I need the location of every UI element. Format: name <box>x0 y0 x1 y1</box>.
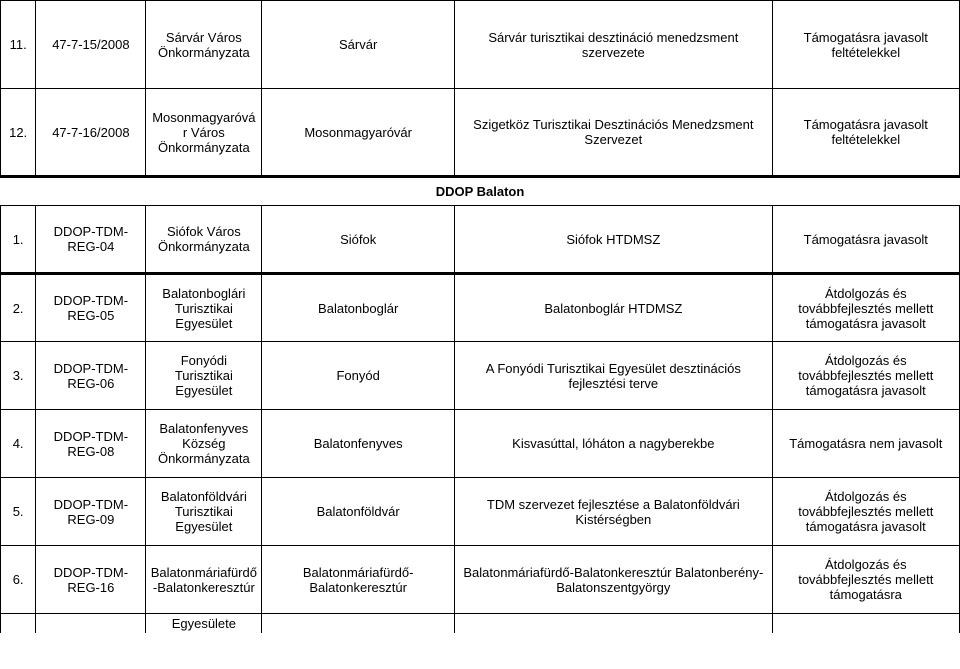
table-row: 2.DDOP-TDM-REG-05Balatonboglári Turiszti… <box>1 274 960 342</box>
cell-num: 5. <box>1 478 36 546</box>
table-row: 11.47-7-15/2008Sárvár Város Önkormányzat… <box>1 1 960 89</box>
cell-status: Átdolgozás és továbbfejlesztés mellett t… <box>772 546 959 614</box>
cell-place: Balatonföldvár <box>262 478 455 546</box>
section-title: DDOP Balaton <box>1 177 960 206</box>
table-row: Egyesülete <box>1 614 960 634</box>
cell-entity: Balatonboglár HTDMSZ <box>455 274 772 342</box>
table-row: 3.DDOP-TDM-REG-06Fonyódi Turisztikai Egy… <box>1 342 960 410</box>
cell-org: Balatonmáriafürdő-Balatonkeresztúr <box>146 546 262 614</box>
cell-entity: A Fonyódi Turisztikai Egyesület desztiná… <box>455 342 772 410</box>
cell-entity: Szigetköz Turisztikai Desztinációs Mened… <box>455 89 772 177</box>
cell-org: Balatonföldvári Turisztikai Egyesület <box>146 478 262 546</box>
cell-num: 1. <box>1 206 36 274</box>
cell-id: DDOP-TDM-REG-04 <box>36 206 146 274</box>
cell-num: 12. <box>1 89 36 177</box>
cell-status: Átdolgozás és továbbfejlesztés mellett t… <box>772 478 959 546</box>
cell-entity: Kisvasúttal, lóháton a nagyberekbe <box>455 410 772 478</box>
cell-id: 47-7-16/2008 <box>36 89 146 177</box>
cell-org: Siófok Város Önkormányzata <box>146 206 262 274</box>
cell-num: 6. <box>1 546 36 614</box>
cell-trailing <box>772 614 959 634</box>
data-table: 11.47-7-15/2008Sárvár Város Önkormányzat… <box>0 0 960 633</box>
cell-org: Sárvár Város Önkormányzata <box>146 1 262 89</box>
table-row: 6.DDOP-TDM-REG-16Balatonmáriafürdő-Balat… <box>1 546 960 614</box>
cell-id: DDOP-TDM-REG-05 <box>36 274 146 342</box>
cell-id: DDOP-TDM-REG-08 <box>36 410 146 478</box>
cell-id: DDOP-TDM-REG-09 <box>36 478 146 546</box>
table-row: 4.DDOP-TDM-REG-08Balatonfenyves Község Ö… <box>1 410 960 478</box>
section-header-row: DDOP Balaton <box>1 177 960 206</box>
table-row: 12.47-7-16/2008Mosonmagyaróvár Város Önk… <box>1 89 960 177</box>
cell-status: Átdolgozás és továbbfejlesztés mellett t… <box>772 342 959 410</box>
cell-org: Balatonfenyves Község Önkormányzata <box>146 410 262 478</box>
cell-place: Sárvár <box>262 1 455 89</box>
cell-status: Támogatásra javasolt feltételekkel <box>772 89 959 177</box>
cell-status: Átdolgozás és továbbfejlesztés mellett t… <box>772 274 959 342</box>
cell-entity: Siófok HTDMSZ <box>455 206 772 274</box>
cell-entity: Sárvár turisztikai desztináció menedzsme… <box>455 1 772 89</box>
cell-place: Siófok <box>262 206 455 274</box>
cell-place: Balatonfenyves <box>262 410 455 478</box>
cell-trailing <box>455 614 772 634</box>
cell-status: Támogatásra javasolt feltételekkel <box>772 1 959 89</box>
table-row: 1.DDOP-TDM-REG-04Siófok Város Önkormányz… <box>1 206 960 274</box>
cell-org: Fonyódi Turisztikai Egyesület <box>146 342 262 410</box>
cell-id: 47-7-15/2008 <box>36 1 146 89</box>
cell-id: DDOP-TDM-REG-06 <box>36 342 146 410</box>
cell-place: Balatonmáriafürdő-Balatonkeresztúr <box>262 546 455 614</box>
cell-org: Mosonmagyaróvár Város Önkormányzata <box>146 89 262 177</box>
cell-num: 4. <box>1 410 36 478</box>
cell-status: Támogatásra nem javasolt <box>772 410 959 478</box>
cell-num: 11. <box>1 1 36 89</box>
cell-entity: TDM szervezet fejlesztése a Balatonföldv… <box>455 478 772 546</box>
cell-status: Támogatásra javasolt <box>772 206 959 274</box>
cell-place: Mosonmagyaróvár <box>262 89 455 177</box>
cell-num: 2. <box>1 274 36 342</box>
cell-num: 3. <box>1 342 36 410</box>
table-row: 5.DDOP-TDM-REG-09Balatonföldvári Turiszt… <box>1 478 960 546</box>
cell-trailing: Egyesülete <box>146 614 262 634</box>
cell-trailing <box>262 614 455 634</box>
cell-org: Balatonboglári Turisztikai Egyesület <box>146 274 262 342</box>
cell-place: Fonyód <box>262 342 455 410</box>
cell-trailing <box>1 614 36 634</box>
cell-place: Balatonboglár <box>262 274 455 342</box>
cell-entity: Balatonmáriafürdő-Balatonkeresztúr Balat… <box>455 546 772 614</box>
cell-trailing <box>36 614 146 634</box>
cell-id: DDOP-TDM-REG-16 <box>36 546 146 614</box>
